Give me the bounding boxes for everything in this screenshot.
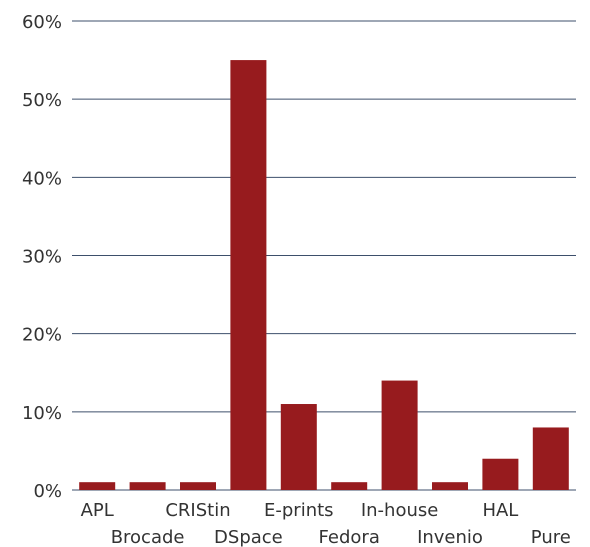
bar-apl (79, 482, 116, 490)
x-category-label: APL (81, 500, 114, 521)
y-tick-label: 60% (22, 12, 62, 33)
x-category-label: Fedora (319, 527, 380, 547)
bars (79, 60, 569, 490)
x-category-label: Invenio (417, 527, 483, 547)
bar-pure (532, 427, 569, 490)
x-category-label: E-prints (264, 500, 334, 521)
bar-cristin (180, 482, 216, 490)
y-tick-label: 20% (22, 325, 62, 346)
bar-in-house (381, 380, 418, 490)
bar-invenio (432, 482, 468, 490)
x-category-label: CRIStin (165, 500, 230, 521)
y-tick-label: 10% (22, 403, 62, 424)
y-tick-label: 50% (22, 90, 62, 111)
y-tick-label: 30% (22, 247, 62, 268)
bar-dspace (230, 60, 267, 490)
bar-brocade (129, 482, 166, 490)
bar-e-prints (280, 404, 317, 490)
gridlines (72, 20, 576, 491)
x-axis-category-labels: APL Brocade CRIStin DSpace E-prints Fedora In-… (81, 500, 571, 547)
x-category-label: DSpace (214, 527, 283, 547)
x-category-label: In-house (361, 500, 439, 521)
y-axis-tick-labels: 0% 10% 20% 30% 40% 50% 60% (22, 12, 62, 502)
x-category-label: Pure (531, 527, 571, 547)
x-category-label: HAL (482, 500, 518, 521)
bar-hal (482, 458, 519, 490)
x-category-label: Brocade (111, 527, 185, 547)
bar-fedora (331, 482, 368, 490)
y-tick-label: 40% (22, 168, 62, 189)
y-tick-label: 0% (33, 481, 62, 502)
